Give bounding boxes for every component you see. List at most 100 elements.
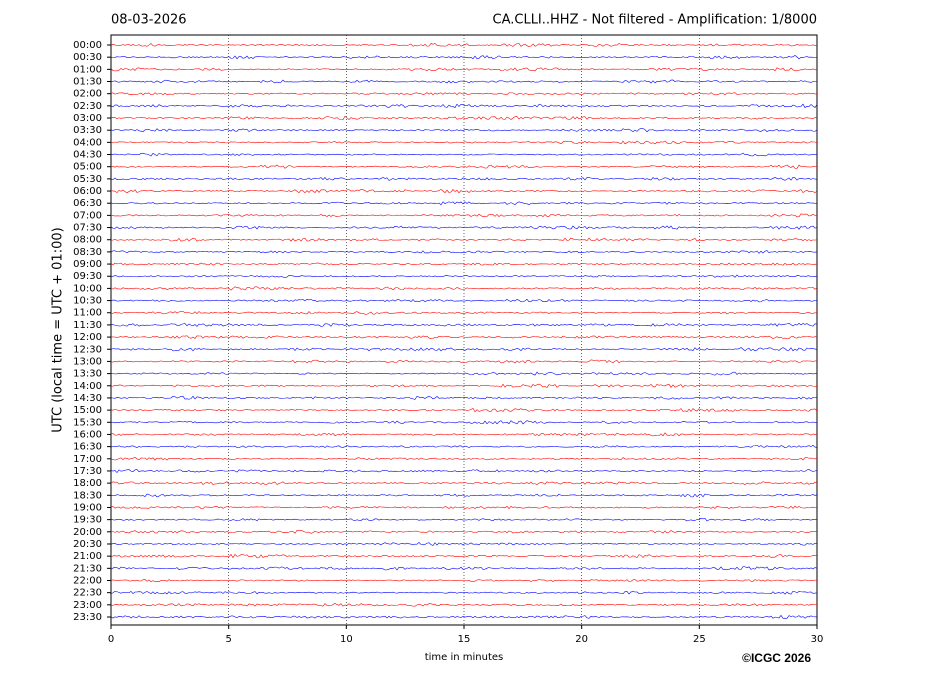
y-tick-label: 14:00 [73, 381, 102, 392]
y-tick-label: 16:30 [73, 442, 102, 453]
trace [110, 103, 818, 108]
y-tick-label: 04:00 [73, 137, 102, 148]
trace [110, 67, 818, 72]
y-tick-label: 01:00 [73, 64, 102, 75]
y-tick-label: 18:30 [73, 490, 102, 501]
x-axis-label: time in minutes [425, 652, 504, 663]
trace [110, 140, 818, 145]
trace [110, 432, 818, 437]
trace [111, 286, 818, 291]
y-tick-label: 17:00 [73, 454, 102, 465]
trace [110, 298, 818, 303]
y-tick-label: 10:00 [73, 283, 102, 294]
y-tick-label: 08:30 [73, 247, 102, 258]
x-tick-label: 15 [458, 634, 471, 645]
y-tick-label: 12:00 [73, 332, 102, 343]
y-tick-label: 04:30 [73, 150, 102, 161]
trace [110, 188, 818, 194]
trace [110, 444, 818, 449]
trace [110, 213, 818, 218]
y-tick-label: 20:00 [73, 527, 102, 538]
y-tick-label: 08:00 [73, 235, 102, 246]
trace [110, 262, 818, 266]
y-tick-label: 21:30 [73, 563, 102, 574]
y-tick-label: 14:30 [73, 393, 102, 404]
y-tick-label: 03:00 [73, 113, 102, 124]
trace [110, 274, 818, 278]
y-tick-label: 05:00 [73, 162, 102, 173]
y-tick-label: 07:30 [73, 223, 102, 234]
y-tick-label: 17:30 [73, 466, 102, 477]
y-tick-label: 00:30 [73, 52, 102, 63]
trace [110, 335, 818, 339]
trace [110, 225, 818, 230]
x-tick-label: 30 [811, 634, 824, 645]
x-tick-label: 5 [225, 634, 231, 645]
trace [110, 164, 818, 169]
y-tick-label: 23:00 [73, 600, 102, 611]
y-tick-label: 16:00 [73, 429, 102, 440]
trace [110, 43, 818, 47]
trace [110, 395, 818, 400]
y-tick-label: 10:30 [73, 296, 102, 307]
y-tick-label: 06:00 [73, 186, 102, 197]
y-tick-label: 13:30 [73, 369, 102, 380]
y-tick-label: 02:30 [73, 101, 102, 112]
chart-subtitle: CA.CLLI..HHZ - Not filtered - Amplificat… [493, 13, 818, 28]
x-tick-label: 25 [693, 634, 706, 645]
y-tick-label: 03:30 [73, 125, 102, 136]
y-tick-label: 01:30 [73, 77, 102, 88]
y-tick-label: 23:30 [73, 612, 102, 623]
credit: ©ICGC 2026 [742, 651, 811, 665]
trace [110, 55, 818, 60]
trace [110, 579, 818, 583]
y-tick-label: 18:00 [73, 478, 102, 489]
trace [110, 323, 818, 327]
trace [110, 311, 818, 315]
trace [110, 250, 818, 254]
trace [110, 92, 818, 96]
y-tick-label: 15:00 [73, 405, 102, 416]
y-tick-label: 05:30 [73, 174, 102, 185]
trace [110, 614, 818, 619]
trace [110, 493, 818, 498]
trace [110, 553, 818, 559]
y-tick-label: 02:00 [73, 89, 102, 100]
trace [110, 128, 818, 133]
trace [110, 383, 818, 388]
trace [110, 79, 818, 84]
y-tick-label: 06:30 [73, 198, 102, 209]
y-tick-label: 19:00 [73, 502, 102, 513]
trace [110, 408, 818, 413]
y-tick-label: 07:00 [73, 210, 102, 221]
trace [110, 566, 818, 571]
trace [110, 517, 818, 522]
y-axis-label: UTC (local time = UTC + 01:00) [51, 227, 66, 432]
trace [110, 530, 818, 534]
y-tick-label: 12:30 [73, 344, 102, 355]
trace [110, 542, 818, 546]
chart-title: 08-03-2026 [111, 13, 187, 28]
y-tick-label: 11:30 [73, 320, 102, 331]
trace [110, 115, 818, 121]
y-tick-label: 00:00 [73, 40, 102, 51]
x-tick-label: 10 [340, 634, 353, 645]
y-tick-label: 09:30 [73, 271, 102, 282]
trace [110, 371, 818, 376]
y-tick-label: 21:00 [73, 551, 102, 562]
y-tick-label: 19:30 [73, 515, 102, 526]
y-tick-label: 20:30 [73, 539, 102, 550]
y-tick-label: 22:00 [73, 575, 102, 586]
trace [110, 481, 818, 485]
trace [110, 603, 818, 607]
trace [110, 505, 818, 510]
x-tick-label: 0 [108, 634, 114, 645]
y-tick-label: 15:30 [73, 417, 102, 428]
trace [110, 347, 818, 352]
x-tick-label: 20 [575, 634, 588, 645]
y-tick-label: 11:00 [73, 308, 102, 319]
trace [110, 177, 818, 181]
y-tick-label: 13:00 [73, 356, 102, 367]
trace [110, 420, 818, 425]
